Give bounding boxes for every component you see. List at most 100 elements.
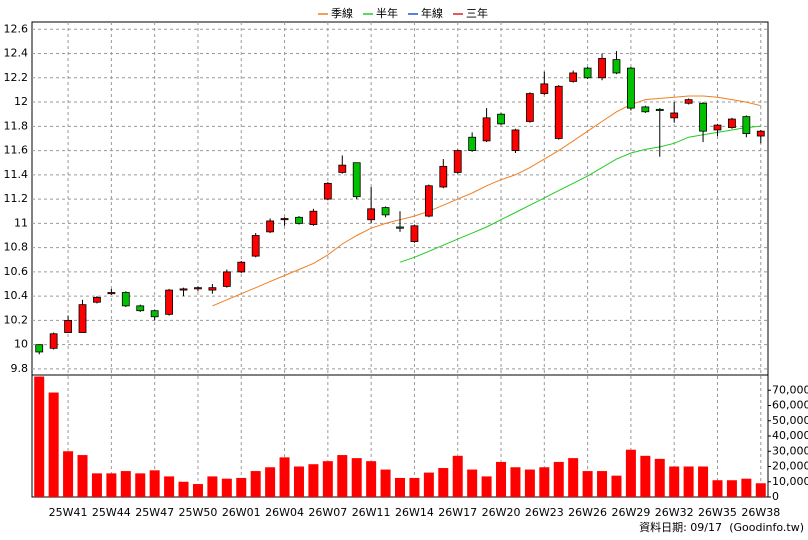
y-tick-label: 11.2 xyxy=(4,192,29,205)
volume-bar xyxy=(582,471,593,497)
candle-body xyxy=(511,129,520,151)
candle-body xyxy=(222,271,231,287)
y-tick-label: 40,000 xyxy=(772,429,808,442)
volume-bar xyxy=(91,473,102,497)
candle-body xyxy=(742,116,751,135)
volume-bar xyxy=(640,455,651,497)
y-tick-label: 9.8 xyxy=(11,362,29,375)
x-tick-label: 26W23 xyxy=(525,506,564,519)
candle-body xyxy=(627,67,635,109)
volume-bar xyxy=(683,466,694,497)
volume-bar xyxy=(481,476,492,497)
candle-body xyxy=(266,220,275,233)
candle-body xyxy=(295,216,303,224)
candle-body xyxy=(93,296,101,303)
x-tick-label: 26W35 xyxy=(698,506,737,519)
x-tick-label: 26W07 xyxy=(308,506,347,519)
candle-body xyxy=(713,124,722,131)
volume-bar xyxy=(149,470,160,497)
volume-bar xyxy=(654,458,665,497)
candle-body xyxy=(251,235,260,257)
candle-body xyxy=(309,210,318,225)
volume-bar xyxy=(553,461,564,497)
volume-bar xyxy=(380,469,391,497)
candle-body xyxy=(352,162,361,198)
x-tick-label: 26W29 xyxy=(611,506,650,519)
volume-bar xyxy=(178,481,189,497)
volume-bar xyxy=(496,461,507,497)
volume-bar xyxy=(250,471,261,497)
volume-bar xyxy=(669,466,680,497)
candle-body xyxy=(482,117,491,142)
candle-body xyxy=(439,165,448,188)
candle-body xyxy=(323,182,332,200)
volume-bar xyxy=(279,457,290,497)
x-tick-label: 26W32 xyxy=(655,506,694,519)
candle-body xyxy=(612,59,621,74)
volume-bar xyxy=(539,467,550,497)
candle-body xyxy=(424,185,433,217)
legend-label: 季線 xyxy=(331,6,353,20)
x-tick-label: 26W11 xyxy=(352,506,391,519)
x-tick-label: 25W41 xyxy=(49,506,88,519)
candle-body xyxy=(237,261,246,273)
candle-body xyxy=(598,57,606,79)
volume-bar xyxy=(337,455,348,497)
moving-average-line xyxy=(399,125,761,263)
candle-body xyxy=(684,99,693,104)
candle-body xyxy=(569,72,578,82)
volume-bar xyxy=(409,477,420,497)
candle-body xyxy=(756,130,765,137)
volume-bar xyxy=(63,451,74,497)
y-tick-label: 10.2 xyxy=(4,313,29,326)
candle-body xyxy=(280,218,289,221)
x-tick-label: 26W14 xyxy=(395,506,434,519)
candle-body xyxy=(381,207,390,216)
volume-bar xyxy=(438,468,449,497)
y-tick-label: 10.8 xyxy=(4,241,29,254)
y-tick-label: 20,000 xyxy=(772,460,808,473)
y-tick-label: 10 xyxy=(14,338,28,351)
candle-body xyxy=(453,150,462,173)
x-tick-label: 26W04 xyxy=(265,506,304,519)
candle-body xyxy=(468,136,477,151)
candle-body xyxy=(150,310,159,318)
candle-body xyxy=(670,112,679,119)
volume-bar xyxy=(755,483,766,497)
volume-bar xyxy=(726,480,737,497)
y-tick-label: 70,000 xyxy=(772,383,808,396)
candle-body xyxy=(35,344,44,353)
legend-label: 三年 xyxy=(466,6,488,20)
volume-bar xyxy=(221,478,232,497)
volume-bar xyxy=(48,392,59,497)
candle-body xyxy=(497,113,505,125)
volume-bar xyxy=(524,469,535,497)
x-tick-label: 25W50 xyxy=(179,506,218,519)
candle-body xyxy=(107,292,116,295)
y-tick-label: 50,000 xyxy=(772,414,808,427)
volume-bar xyxy=(236,477,247,497)
candle-body xyxy=(136,305,145,312)
volume-bar xyxy=(741,478,752,497)
candle-body xyxy=(396,226,404,229)
volume-bar xyxy=(77,455,88,497)
candle-body xyxy=(525,93,534,122)
volume-bar xyxy=(192,484,203,497)
volume-bar xyxy=(351,458,362,497)
candle-body xyxy=(410,225,419,242)
legend-label: 年線 xyxy=(421,6,443,20)
candle-body xyxy=(699,102,707,132)
y-tick-label: 30,000 xyxy=(772,444,808,457)
candle-body xyxy=(367,208,376,221)
volume-bar xyxy=(611,475,622,497)
candle-body xyxy=(78,304,87,333)
volume-bar xyxy=(293,466,304,497)
volume-bar xyxy=(308,464,319,497)
volume-bar xyxy=(625,449,636,497)
volume-bar xyxy=(34,376,45,497)
y-tick-label: 11.6 xyxy=(4,144,29,157)
volume-bar xyxy=(135,473,146,497)
y-tick-label: 12.6 xyxy=(4,22,29,35)
volume-bar xyxy=(164,476,175,497)
